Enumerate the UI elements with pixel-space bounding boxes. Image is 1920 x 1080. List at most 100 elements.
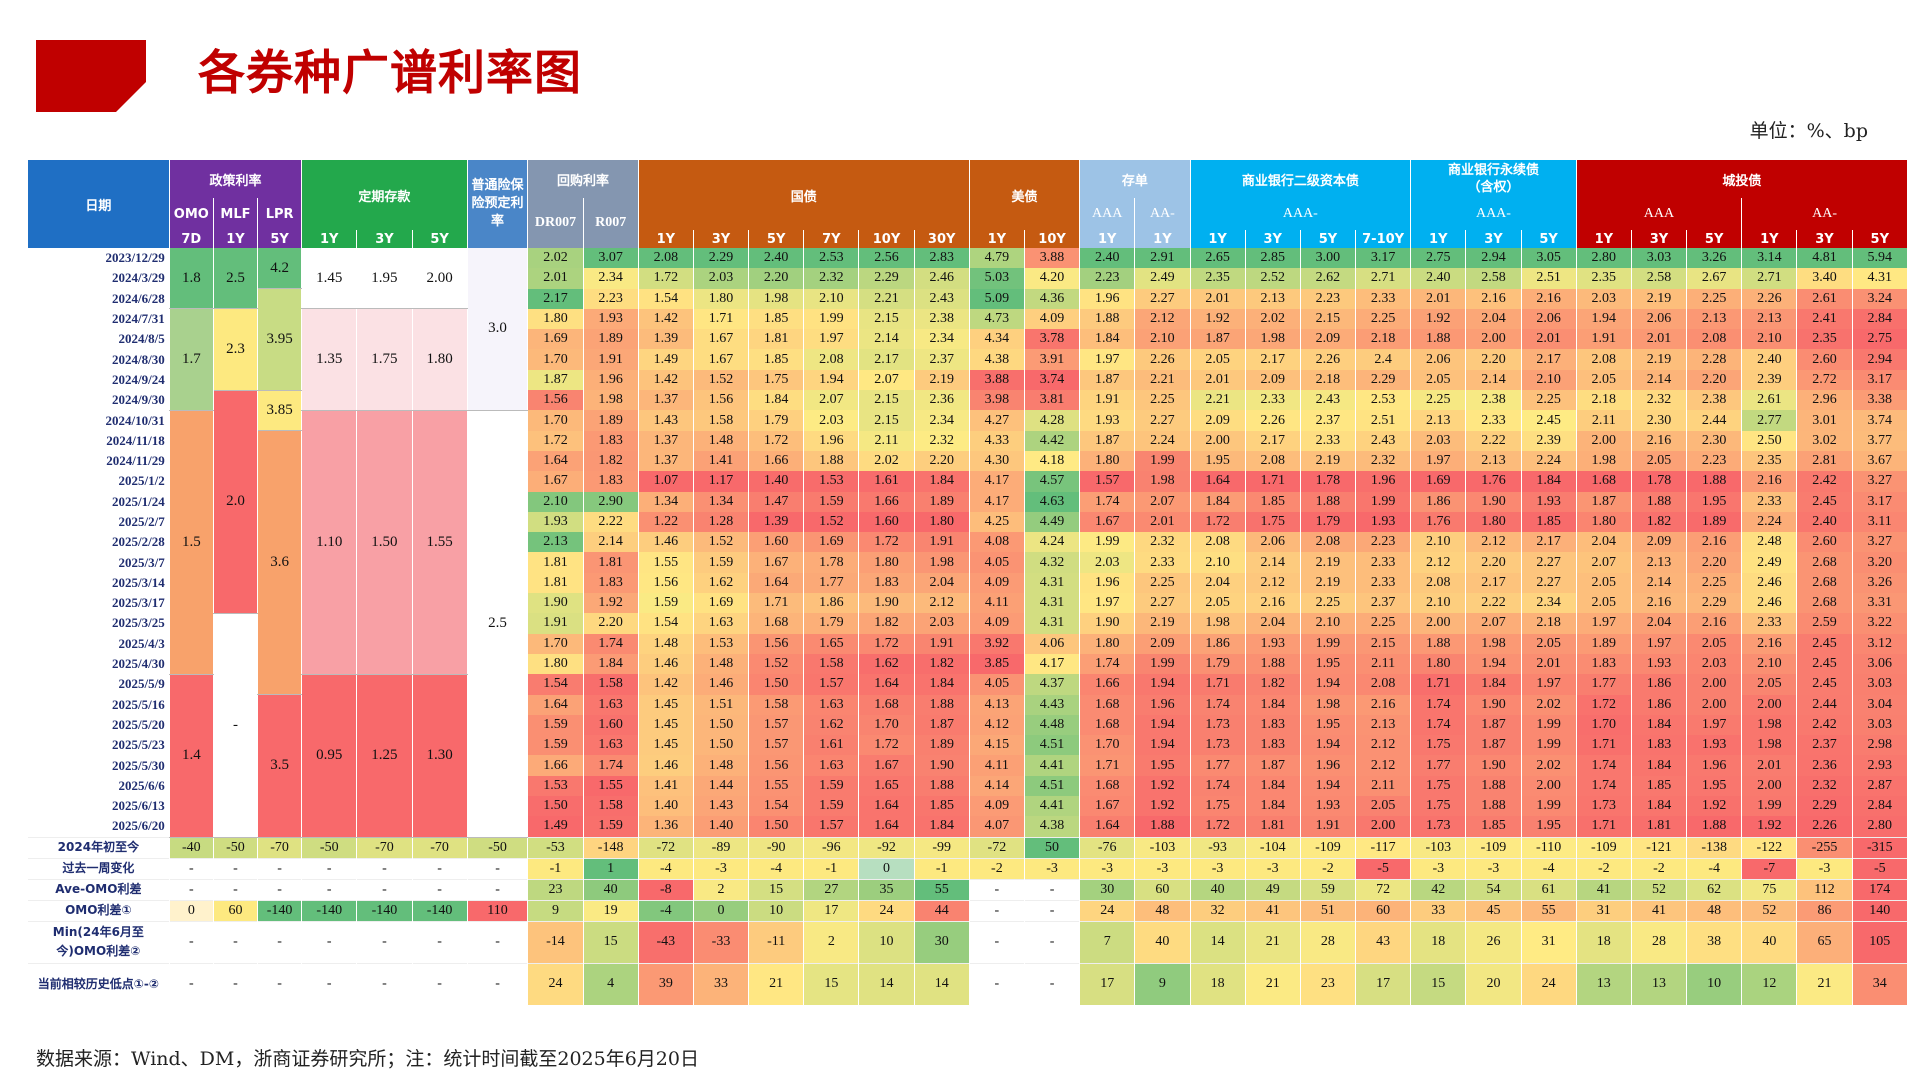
- rate-cell: 2.08: [1245, 450, 1301, 472]
- rate-cell: 1.80: [858, 552, 915, 573]
- rate-cell: 2.62: [1300, 268, 1357, 289]
- summary-cell: 24: [1521, 962, 1577, 1005]
- rate-cell: 2.80: [1852, 816, 1909, 838]
- rate-cell: 1.56: [748, 633, 805, 654]
- rate-cell: 1.61: [803, 735, 860, 756]
- rate-cell: 1.75: [1410, 796, 1467, 817]
- rate-cell: 1.97: [803, 329, 860, 350]
- rate-cell: 2.19: [1631, 349, 1688, 370]
- summary-cell: 35: [858, 878, 915, 901]
- tenor-policy-2: 5Y: [257, 230, 303, 248]
- row-date: 2025/5/30: [28, 755, 170, 776]
- rate-cell: 3.98: [969, 390, 1025, 411]
- summary-cell: -: [169, 857, 214, 880]
- rate-cell: 1.90: [914, 755, 970, 776]
- rate-cell: 1.71: [1190, 674, 1246, 695]
- summary-cell: 32: [1190, 899, 1246, 922]
- rate-cell: 1.80: [1465, 511, 1522, 533]
- rate-cell: 1.59: [583, 816, 639, 838]
- rate-cell: 1.82: [583, 450, 639, 472]
- rate-cell: 2.29: [693, 248, 750, 269]
- table-row: 2024/11/18 3.6 1.72 1.83 1.37 1.48 1.72 1.96 2.1…: [28, 430, 1909, 696]
- rate-cell: 2.07: [1465, 613, 1522, 634]
- rate-cell: 1.93: [527, 511, 584, 533]
- rate-cell: 1.67: [1079, 796, 1136, 817]
- rate-cell: 4.31: [1024, 593, 1081, 614]
- rate-cell: 1.71: [748, 593, 805, 614]
- rate-cell: 2.71: [1355, 268, 1412, 289]
- rate-cell: 1.85: [1465, 816, 1522, 838]
- rate-cell: 1.84: [1631, 755, 1688, 776]
- summary-label: 当前相较历史低点①-②: [28, 962, 170, 1005]
- rate-cell: 1.89: [1576, 633, 1632, 654]
- rate-cell: 1.59: [527, 714, 584, 736]
- tenor-lgfv-2: 5Y: [1686, 230, 1743, 248]
- rate-cell: 1.66: [1079, 674, 1136, 695]
- rate-cell: 2.13: [1686, 308, 1743, 330]
- rate-cell: 4.51: [1024, 775, 1081, 797]
- rate-cell: 1.71: [1576, 735, 1632, 756]
- summary-cell: 49: [1245, 878, 1301, 901]
- rate-cell: 4.15: [969, 735, 1025, 756]
- rate-cell: 1.67: [693, 329, 750, 350]
- summary-cell: 27: [803, 878, 860, 901]
- rate-cell: 2.12: [1355, 755, 1412, 776]
- rate-cell: 3.74: [1024, 369, 1081, 391]
- rate-cell: 2.04: [1576, 532, 1632, 553]
- summary-cell: 48: [1134, 899, 1191, 922]
- rate-cell: 1.68: [748, 613, 805, 634]
- rate-cell: 4.79: [969, 248, 1025, 269]
- rate-cell: 2.34: [914, 410, 970, 431]
- summary-cell: -: [412, 920, 468, 964]
- rate-cell: 1.91: [1576, 329, 1632, 350]
- rate-cell: 1.54: [748, 796, 805, 817]
- summary-cell: 33: [1410, 899, 1467, 922]
- summary-cell: -3: [693, 857, 750, 880]
- rate-cell: 2.00: [1410, 613, 1467, 634]
- rate-cell: 2.32: [1631, 390, 1688, 411]
- rate-cell: 2.06: [1631, 308, 1688, 330]
- rate-cell: 4.17: [969, 491, 1025, 512]
- summary-row: Min(24年6月至今)OMO利差② - - - - - - - -14 15 -43 -33 -11 2…: [28, 920, 1909, 964]
- rate-cell: 1.49: [638, 349, 694, 370]
- rate-cell: 2.09: [1134, 633, 1191, 654]
- rate-cell: 1.95: [1190, 450, 1246, 472]
- table-row: 2025/5/9 1.4 0.95 1.25 1.30 1.54 1.58 1.42 1.46 1…: [28, 674, 1909, 838]
- rate-cell: 1.60: [583, 714, 639, 736]
- rate-cell: 2.35: [1576, 268, 1632, 289]
- rate-cell: 2.10: [1410, 532, 1467, 553]
- rate-cell: 2.40: [1410, 268, 1467, 289]
- rate-cell: 1.98: [914, 552, 970, 573]
- rate-cell: 2.30: [1686, 430, 1743, 451]
- row-date: 2024/10/31: [28, 410, 170, 431]
- rate-cell: 3.85: [969, 653, 1025, 675]
- rate-cell: 3.17: [1852, 369, 1909, 391]
- rate-cell: 1.50: [693, 735, 750, 756]
- summary-cell: 7: [1079, 920, 1136, 964]
- rate-cell: 1.58: [693, 410, 750, 431]
- rate-cell: 2.80: [1576, 248, 1632, 269]
- rate-cell: 2.18: [1576, 390, 1632, 411]
- rate-cell: 1.98: [583, 390, 639, 411]
- summary-cell: -: [356, 878, 413, 901]
- rate-cell: 1.45: [638, 694, 694, 715]
- rate-cell: 1.59: [527, 735, 584, 756]
- summary-cell: -92: [858, 836, 915, 859]
- rate-cell: 1.84: [583, 653, 639, 675]
- rate-cell: 2.13: [527, 532, 584, 553]
- tenor-tier2-3: 7-10Y: [1355, 230, 1412, 248]
- rate-cell: 3.04: [1852, 694, 1909, 715]
- summary-row: 当前相较历史低点①-② - - - - - - -24 4 39 33 21 15 14 14- -17 9 18…: [28, 962, 1909, 1005]
- rate-cell: 2.02: [1521, 694, 1577, 715]
- rate-cell: 2.34: [583, 268, 639, 289]
- summary-row: 2024年初至今 -40 -50 -70 -50 -70 -70 -50 -53 -148 -72-…: [28, 836, 1909, 859]
- rate-cell: 2.50: [1741, 430, 1798, 451]
- rate-cell: 2.12: [1245, 572, 1301, 594]
- rate-cell: 2.04: [1631, 613, 1688, 634]
- rate-cell: 1.93: [1521, 491, 1577, 512]
- summary-cell: -72: [638, 836, 694, 859]
- summary-cell: -103: [1134, 836, 1191, 859]
- rate-cell: 2.45: [1796, 653, 1853, 675]
- summary-cell: -: [356, 857, 413, 880]
- rate-cell: 1.84: [1079, 329, 1136, 350]
